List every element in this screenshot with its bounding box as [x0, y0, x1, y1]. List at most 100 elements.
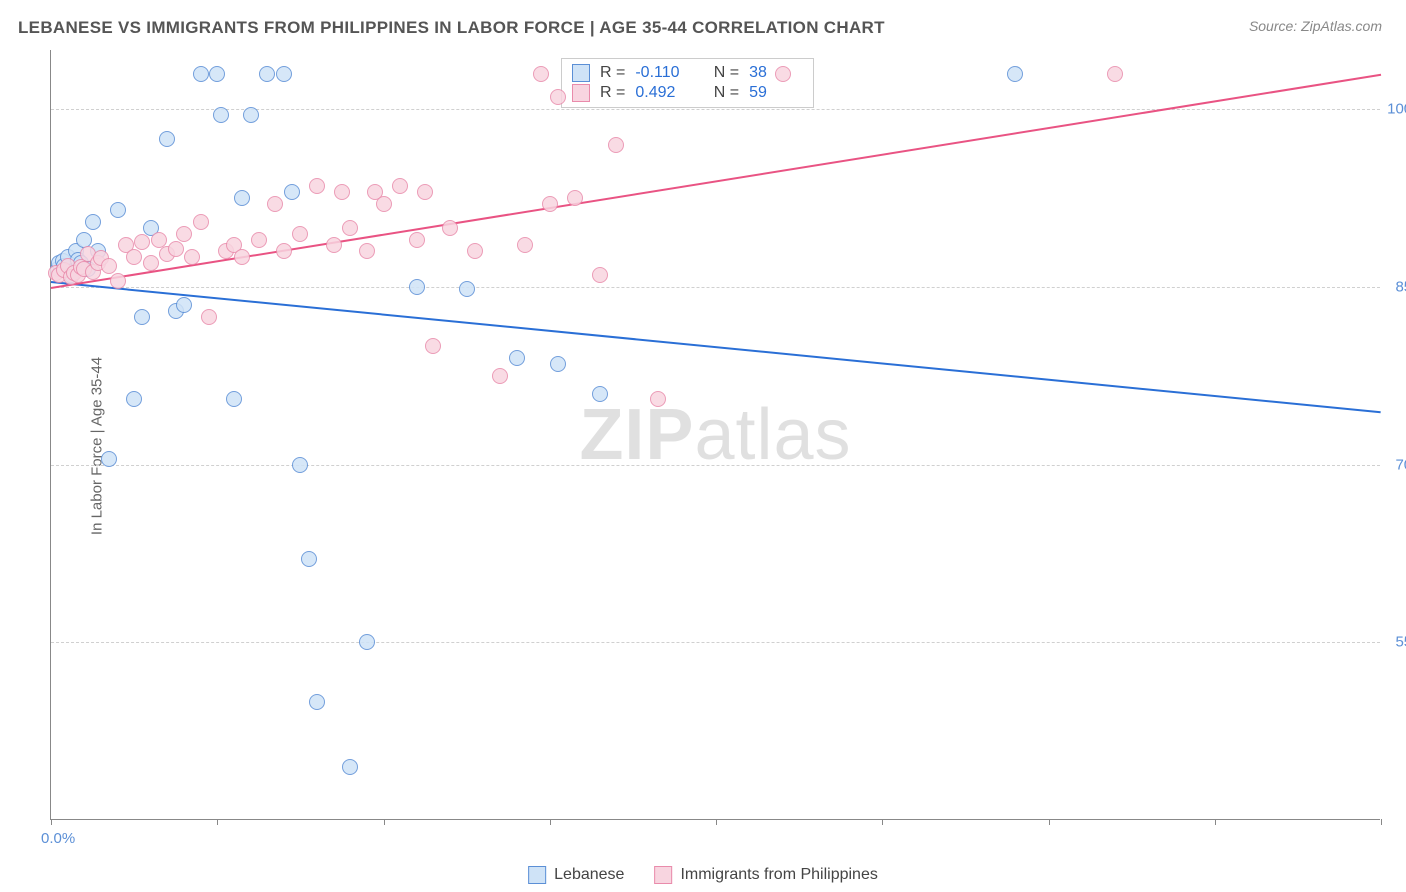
data-point: [309, 178, 325, 194]
data-point: [509, 350, 525, 366]
data-point: [193, 214, 209, 230]
data-point: [459, 281, 475, 297]
data-point: [284, 184, 300, 200]
gridline: [51, 642, 1380, 643]
data-point: [134, 234, 150, 250]
data-point: [492, 368, 508, 384]
data-point: [201, 309, 217, 325]
x-tick: [217, 819, 218, 825]
data-point: [126, 391, 142, 407]
x-tick: [1381, 819, 1382, 825]
data-point: [101, 258, 117, 274]
data-point: [409, 232, 425, 248]
chart-title: LEBANESE VS IMMIGRANTS FROM PHILIPPINES …: [18, 18, 885, 38]
x-axis-min-label: 0.0%: [41, 830, 75, 847]
data-point: [267, 196, 283, 212]
legend-item-philippines: Immigrants from Philippines: [654, 866, 877, 884]
data-point: [176, 297, 192, 313]
gridline: [51, 287, 1380, 288]
data-point: [276, 66, 292, 82]
data-point: [243, 107, 259, 123]
trend-line: [51, 281, 1381, 413]
n-label: N =: [714, 84, 739, 102]
data-point: [442, 220, 458, 236]
data-point: [168, 241, 184, 257]
r-label: R =: [600, 84, 625, 102]
r-label: R =: [600, 64, 625, 82]
data-point: [301, 551, 317, 567]
r-value: -0.110: [635, 64, 689, 82]
data-point: [251, 232, 267, 248]
watermark-zip: ZIP: [579, 395, 694, 475]
data-point: [134, 309, 150, 325]
data-point: [276, 243, 292, 259]
x-tick: [550, 819, 551, 825]
data-point: [467, 243, 483, 259]
data-point: [184, 249, 200, 265]
data-point: [1107, 66, 1123, 82]
stats-row-lebanese: R = -0.110 N = 38: [572, 63, 803, 83]
x-tick: [716, 819, 717, 825]
x-tick: [51, 819, 52, 825]
data-point: [359, 243, 375, 259]
data-point: [592, 386, 608, 402]
data-point: [334, 184, 350, 200]
source-attribution: Source: ZipAtlas.com: [1249, 18, 1382, 34]
data-point: [376, 196, 392, 212]
data-point: [110, 202, 126, 218]
data-point: [550, 356, 566, 372]
data-point: [392, 178, 408, 194]
swatch-icon: [528, 866, 546, 884]
data-point: [425, 338, 441, 354]
x-tick: [882, 819, 883, 825]
y-tick-label: 55.0%: [1395, 634, 1406, 651]
data-point: [85, 214, 101, 230]
data-point: [1007, 66, 1023, 82]
r-value: 0.492: [635, 84, 689, 102]
legend-label: Immigrants from Philippines: [680, 866, 877, 884]
data-point: [143, 255, 159, 271]
data-point: [110, 273, 126, 289]
data-point: [342, 220, 358, 236]
data-point: [159, 131, 175, 147]
watermark-atlas: atlas: [694, 395, 851, 475]
data-point: [775, 66, 791, 82]
chart-container: LEBANESE VS IMMIGRANTS FROM PHILIPPINES …: [0, 0, 1406, 892]
data-point: [342, 759, 358, 775]
data-point: [309, 694, 325, 710]
y-tick-label: 100.0%: [1387, 101, 1406, 118]
data-point: [533, 66, 549, 82]
data-point: [209, 66, 225, 82]
data-point: [176, 226, 192, 242]
data-point: [409, 279, 425, 295]
data-point: [292, 457, 308, 473]
data-point: [193, 66, 209, 82]
data-point: [126, 249, 142, 265]
x-tick: [1215, 819, 1216, 825]
swatch-icon: [572, 64, 590, 82]
data-point: [326, 237, 342, 253]
swatch-icon: [572, 84, 590, 102]
data-point: [259, 66, 275, 82]
data-point: [608, 137, 624, 153]
data-point: [101, 451, 117, 467]
legend-item-lebanese: Lebanese: [528, 866, 624, 884]
plot-area: ZIPatlas R = -0.110 N = 38 R = 0.492 N =…: [50, 50, 1380, 820]
x-tick: [1049, 819, 1050, 825]
data-point: [234, 249, 250, 265]
data-point: [292, 226, 308, 242]
y-tick-label: 85.0%: [1395, 278, 1406, 295]
watermark: ZIPatlas: [579, 394, 851, 476]
data-point: [592, 267, 608, 283]
data-point: [550, 89, 566, 105]
legend-label: Lebanese: [554, 866, 624, 884]
n-value: 59: [749, 84, 803, 102]
correlation-stats-box: R = -0.110 N = 38 R = 0.492 N = 59: [561, 58, 814, 108]
y-tick-label: 70.0%: [1395, 456, 1406, 473]
data-point: [213, 107, 229, 123]
gridline: [51, 465, 1380, 466]
stats-row-philippines: R = 0.492 N = 59: [572, 83, 803, 103]
data-point: [517, 237, 533, 253]
data-point: [359, 634, 375, 650]
data-point: [567, 190, 583, 206]
